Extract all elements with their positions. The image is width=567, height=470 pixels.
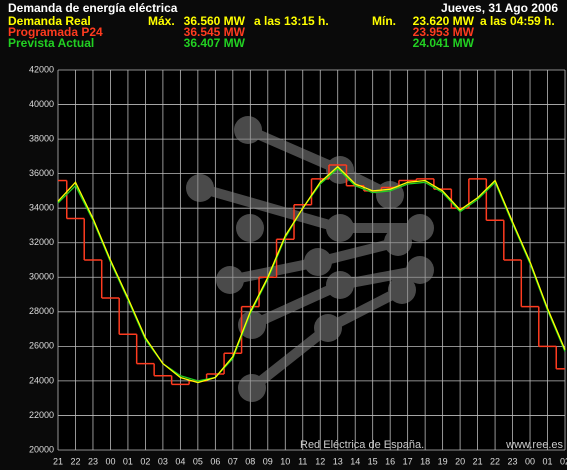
x-tick-label: 18 <box>420 456 430 466</box>
x-tick-label: 08 <box>245 456 255 466</box>
max-time: a las 13:15 h. <box>254 14 329 28</box>
x-tick-label: 05 <box>193 456 203 466</box>
x-tick-label: 21 <box>53 456 63 466</box>
x-tick-label: 13 <box>333 456 343 466</box>
x-tick-label: 07 <box>228 456 238 466</box>
y-tick-label: 38000 <box>29 133 54 143</box>
y-tick-label: 36000 <box>29 168 54 178</box>
watermark: Red Eléctrica de España. <box>300 439 424 451</box>
x-tick-label: 01 <box>123 456 133 466</box>
max-value: 36.545 MW <box>184 25 246 39</box>
y-tick-label: 32000 <box>29 237 54 247</box>
y-tick-label: 30000 <box>29 272 54 282</box>
x-tick-label: 02 <box>140 456 150 466</box>
x-tick-label: 09 <box>263 456 273 466</box>
x-tick-label: 00 <box>105 456 115 466</box>
max-value: 36.407 MW <box>184 36 246 50</box>
date: Jueves, 31 Ago 2006 <box>441 1 558 15</box>
y-tick-label: 22000 <box>29 410 54 420</box>
min-time: a las 04:59 h. <box>480 14 555 28</box>
legend-label: Demanda Real <box>8 14 91 28</box>
x-tick-label: 16 <box>385 456 395 466</box>
logo <box>186 116 434 402</box>
legend-label: Programada P24 <box>8 25 103 39</box>
min-word: Mín. <box>372 14 396 28</box>
x-tick-label: 10 <box>280 456 290 466</box>
x-tick-label: 03 <box>158 456 168 466</box>
x-tick-label: 22 <box>490 456 500 466</box>
y-tick-label: 24000 <box>29 375 54 385</box>
y-tick-label: 26000 <box>29 341 54 351</box>
x-tick-label: 22 <box>70 456 80 466</box>
x-tick-label: 14 <box>350 456 360 466</box>
series-line <box>57 165 566 384</box>
x-tick-label: 20 <box>455 456 465 466</box>
website: www.ree.es <box>505 439 563 451</box>
x-tick-label: 23 <box>508 456 518 466</box>
x-tick-label: 12 <box>315 456 325 466</box>
x-tick-label: 23 <box>88 456 98 466</box>
x-tick-label: 11 <box>298 456 307 466</box>
x-tick-label: 21 <box>473 456 483 466</box>
x-tick-label: 04 <box>175 456 185 466</box>
x-tick-label: 17 <box>403 456 413 466</box>
x-tick-label: 01 <box>543 456 553 466</box>
chart-title: Demanda de energía eléctrica <box>8 1 178 15</box>
x-tick-label: 19 <box>438 456 448 466</box>
min-value: 23.620 MW <box>413 14 475 28</box>
max-value: 36.560 MW <box>184 14 246 28</box>
x-tick-label: 02 <box>560 456 567 466</box>
x-tick-label: 06 <box>210 456 220 466</box>
max-word: Máx. <box>148 14 175 28</box>
x-tick-label: 15 <box>368 456 378 466</box>
y-tick-label: 34000 <box>29 203 54 213</box>
y-tick-label: 28000 <box>29 306 54 316</box>
min-value: 23.953 MW <box>413 25 475 39</box>
legend-label: Prevista Actual <box>8 36 94 50</box>
y-tick-label: 42000 <box>29 64 54 74</box>
y-tick-label: 20000 <box>29 444 54 454</box>
y-tick-label: 40000 <box>29 99 54 109</box>
min-value: 24.041 MW <box>413 36 475 50</box>
x-tick-label: 00 <box>525 456 535 466</box>
